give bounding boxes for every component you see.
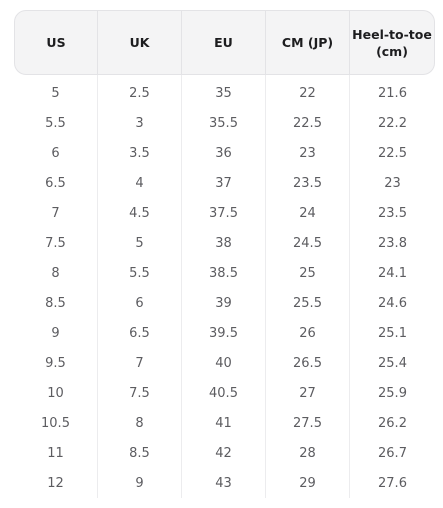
- row-spacer: [14, 75, 435, 78]
- cell-cm-jp: 26.5: [266, 348, 350, 378]
- cell-us: 8: [14, 258, 98, 288]
- cell-cm-jp: 23.5: [266, 168, 350, 198]
- cell-cm-jp: 25: [266, 258, 350, 288]
- spacer-cell: [14, 75, 98, 78]
- cell-uk: 9: [98, 468, 182, 498]
- cell-us: 8.5: [14, 288, 98, 318]
- cell-uk: 3: [98, 108, 182, 138]
- cell-heel-to-toe: 25.9: [378, 385, 407, 401]
- cell-cm-jp: 24.5: [266, 228, 350, 258]
- table-row: 11 8.5 42 28 26.7: [14, 438, 435, 468]
- cell-eu: 37: [182, 168, 266, 198]
- cell-us: 7: [14, 198, 98, 228]
- cell-us: 6: [14, 138, 98, 168]
- table-row: 6.5 4 37 23.5 23: [14, 168, 435, 198]
- cell-eu: 35.5: [182, 108, 266, 138]
- cell-uk: 7.5: [98, 378, 182, 408]
- spacer-cell: [266, 75, 350, 78]
- cell-uk: 8.5: [98, 438, 182, 468]
- cell-us: 5.5: [14, 108, 98, 138]
- cell-uk: 4.5: [98, 198, 182, 228]
- cell-us: 10.5: [14, 408, 98, 438]
- table-row: 10 7.5 40.5 27 25.9: [14, 378, 435, 408]
- cell-cm-jp: 24: [266, 198, 350, 228]
- cell-eu: 43: [182, 468, 266, 498]
- cell-uk: 6: [98, 288, 182, 318]
- cell-eu: 42: [182, 438, 266, 468]
- cell-eu: 39.5: [182, 318, 266, 348]
- cell-us: 10: [14, 378, 98, 408]
- cell-cm-jp: 29: [266, 468, 350, 498]
- cell-eu: 40: [182, 348, 266, 378]
- cell-uk: 3.5: [98, 138, 182, 168]
- cell-eu: 39: [182, 288, 266, 318]
- spacer-cell: [182, 75, 266, 78]
- cell-heel-to-toe: 26.7: [378, 445, 407, 461]
- cell-us: 12: [14, 468, 98, 498]
- cell-cm-jp: 28: [266, 438, 350, 468]
- table-row: 12 9 43 29 27.6: [14, 468, 435, 498]
- table-row: 5 2.5 35 22 21.6: [14, 78, 435, 108]
- cell-heel-to-toe: 26.2: [378, 415, 407, 431]
- cell-uk: 8: [98, 408, 182, 438]
- size-chart-body: 5 2.5 35 22 21.6 5.5 3 35.5 22.5 22.2 6 3.5 36 23 22.5…: [14, 75, 435, 498]
- table-row: 5.5 3 35.5 22.5 22.2: [14, 108, 435, 138]
- cell-heel-to-toe: 27.6: [378, 475, 407, 491]
- cell-cm-jp: 22: [266, 78, 350, 108]
- cell-heel-to-toe: 22.2: [378, 115, 407, 131]
- cell-heel-to-toe: 22.5: [378, 145, 407, 161]
- table-row: 7.5 5 38 24.5 23.8: [14, 228, 435, 258]
- cell-us: 6.5: [14, 168, 98, 198]
- cell-us: 11: [14, 438, 98, 468]
- cell-eu: 38: [182, 228, 266, 258]
- header-row: US UK EU CM (JP) Heel-to-toe (cm): [14, 10, 435, 75]
- table-row: 9.5 7 40 26.5 25.4: [14, 348, 435, 378]
- cell-cm-jp: 25.5: [266, 288, 350, 318]
- table-row: 8 5.5 38.5 25 24.1: [14, 258, 435, 288]
- cell-uk: 5.5: [98, 258, 182, 288]
- table-row: 6 3.5 36 23 22.5: [14, 138, 435, 168]
- header-heel-to-toe: Heel-to-toe (cm): [350, 10, 435, 75]
- cell-heel-to-toe: 24.1: [378, 265, 407, 281]
- cell-heel-to-toe: 21.6: [378, 85, 407, 101]
- cell-cm-jp: 26: [266, 318, 350, 348]
- cell-cm-jp: 27.5: [266, 408, 350, 438]
- cell-uk: 2.5: [98, 78, 182, 108]
- header-cm-jp: CM (JP): [266, 10, 350, 75]
- size-chart-table: US UK EU CM (JP) Heel-to-toe (cm) 5 2.5 35…: [14, 10, 435, 498]
- cell-uk: 6.5: [98, 318, 182, 348]
- cell-heel-to-toe: 23: [384, 175, 401, 191]
- cell-us: 9: [14, 318, 98, 348]
- cell-heel-to-toe: 25.1: [378, 325, 407, 341]
- spacer-cell: [98, 75, 182, 78]
- cell-eu: 40.5: [182, 378, 266, 408]
- table-row: 7 4.5 37.5 24 23.5: [14, 198, 435, 228]
- cell-eu: 41: [182, 408, 266, 438]
- cell-heel-to-toe: 25.4: [378, 355, 407, 371]
- table-row: 9 6.5 39.5 26 25.1: [14, 318, 435, 348]
- cell-eu: 36: [182, 138, 266, 168]
- cell-cm-jp: 23: [266, 138, 350, 168]
- cell-uk: 7: [98, 348, 182, 378]
- size-chart-header: US UK EU CM (JP) Heel-to-toe (cm): [14, 10, 435, 75]
- header-eu: EU: [182, 10, 266, 75]
- cell-us: 5: [14, 78, 98, 108]
- cell-cm-jp: 22.5: [266, 108, 350, 138]
- header-us: US: [14, 10, 98, 75]
- cell-eu: 35: [182, 78, 266, 108]
- cell-heel-to-toe: 23.8: [378, 235, 407, 251]
- table-row: 8.5 6 39 25.5 24.6: [14, 288, 435, 318]
- cell-uk: 5: [98, 228, 182, 258]
- cell-us: 7.5: [14, 228, 98, 258]
- cell-us: 9.5: [14, 348, 98, 378]
- cell-uk: 4: [98, 168, 182, 198]
- table-row: 10.5 8 41 27.5 26.2: [14, 408, 435, 438]
- cell-eu: 38.5: [182, 258, 266, 288]
- header-uk: UK: [98, 10, 182, 75]
- cell-heel-to-toe: 23.5: [378, 205, 407, 221]
- cell-heel-to-toe: 24.6: [378, 295, 407, 311]
- cell-eu: 37.5: [182, 198, 266, 228]
- cell-cm-jp: 27: [266, 378, 350, 408]
